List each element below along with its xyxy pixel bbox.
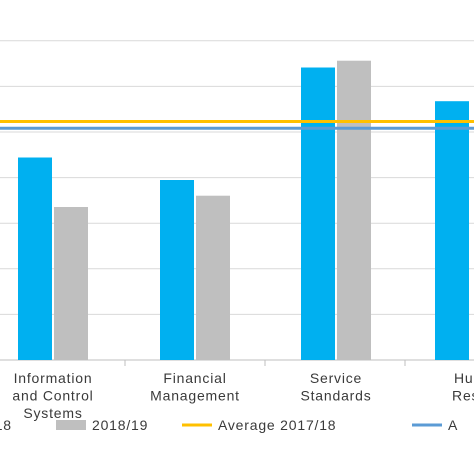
bar-series2-cat2	[196, 195, 230, 360]
category-label-1-line-2: and Control	[12, 388, 93, 404]
bar-series1-cat1	[18, 157, 52, 360]
bar-series2-cat1	[54, 207, 88, 360]
legend-swatch-2	[56, 420, 86, 430]
category-label-1-line-3: Systems	[23, 405, 82, 421]
bar-series1-cat3	[301, 67, 335, 360]
legend-label-1: /18	[0, 417, 12, 433]
category-label-3-line-1: Service	[310, 370, 362, 386]
category-label-2-line-1: Financial	[163, 370, 226, 386]
average-lines	[0, 120, 474, 130]
bar-series1-cat4	[435, 101, 469, 360]
category-label-4-line-2: Reso	[452, 388, 474, 404]
bars	[18, 60, 469, 360]
legend-label-4: A	[448, 417, 458, 433]
bar-series1-cat2	[160, 180, 194, 360]
category-label-1-line-1: Information	[14, 370, 93, 386]
legend-label-2: 2018/19	[92, 417, 148, 433]
legend-label-3: Average 2017/18	[218, 417, 336, 433]
category-label-4-line-1: Hum	[454, 370, 474, 386]
legend: /18 2018/19 Average 2017/18 A	[0, 417, 458, 433]
category-label-2-line-2: Management	[150, 388, 240, 404]
category-label-3-line-2: Standards	[300, 388, 371, 404]
bar-series2-cat3	[337, 60, 371, 360]
